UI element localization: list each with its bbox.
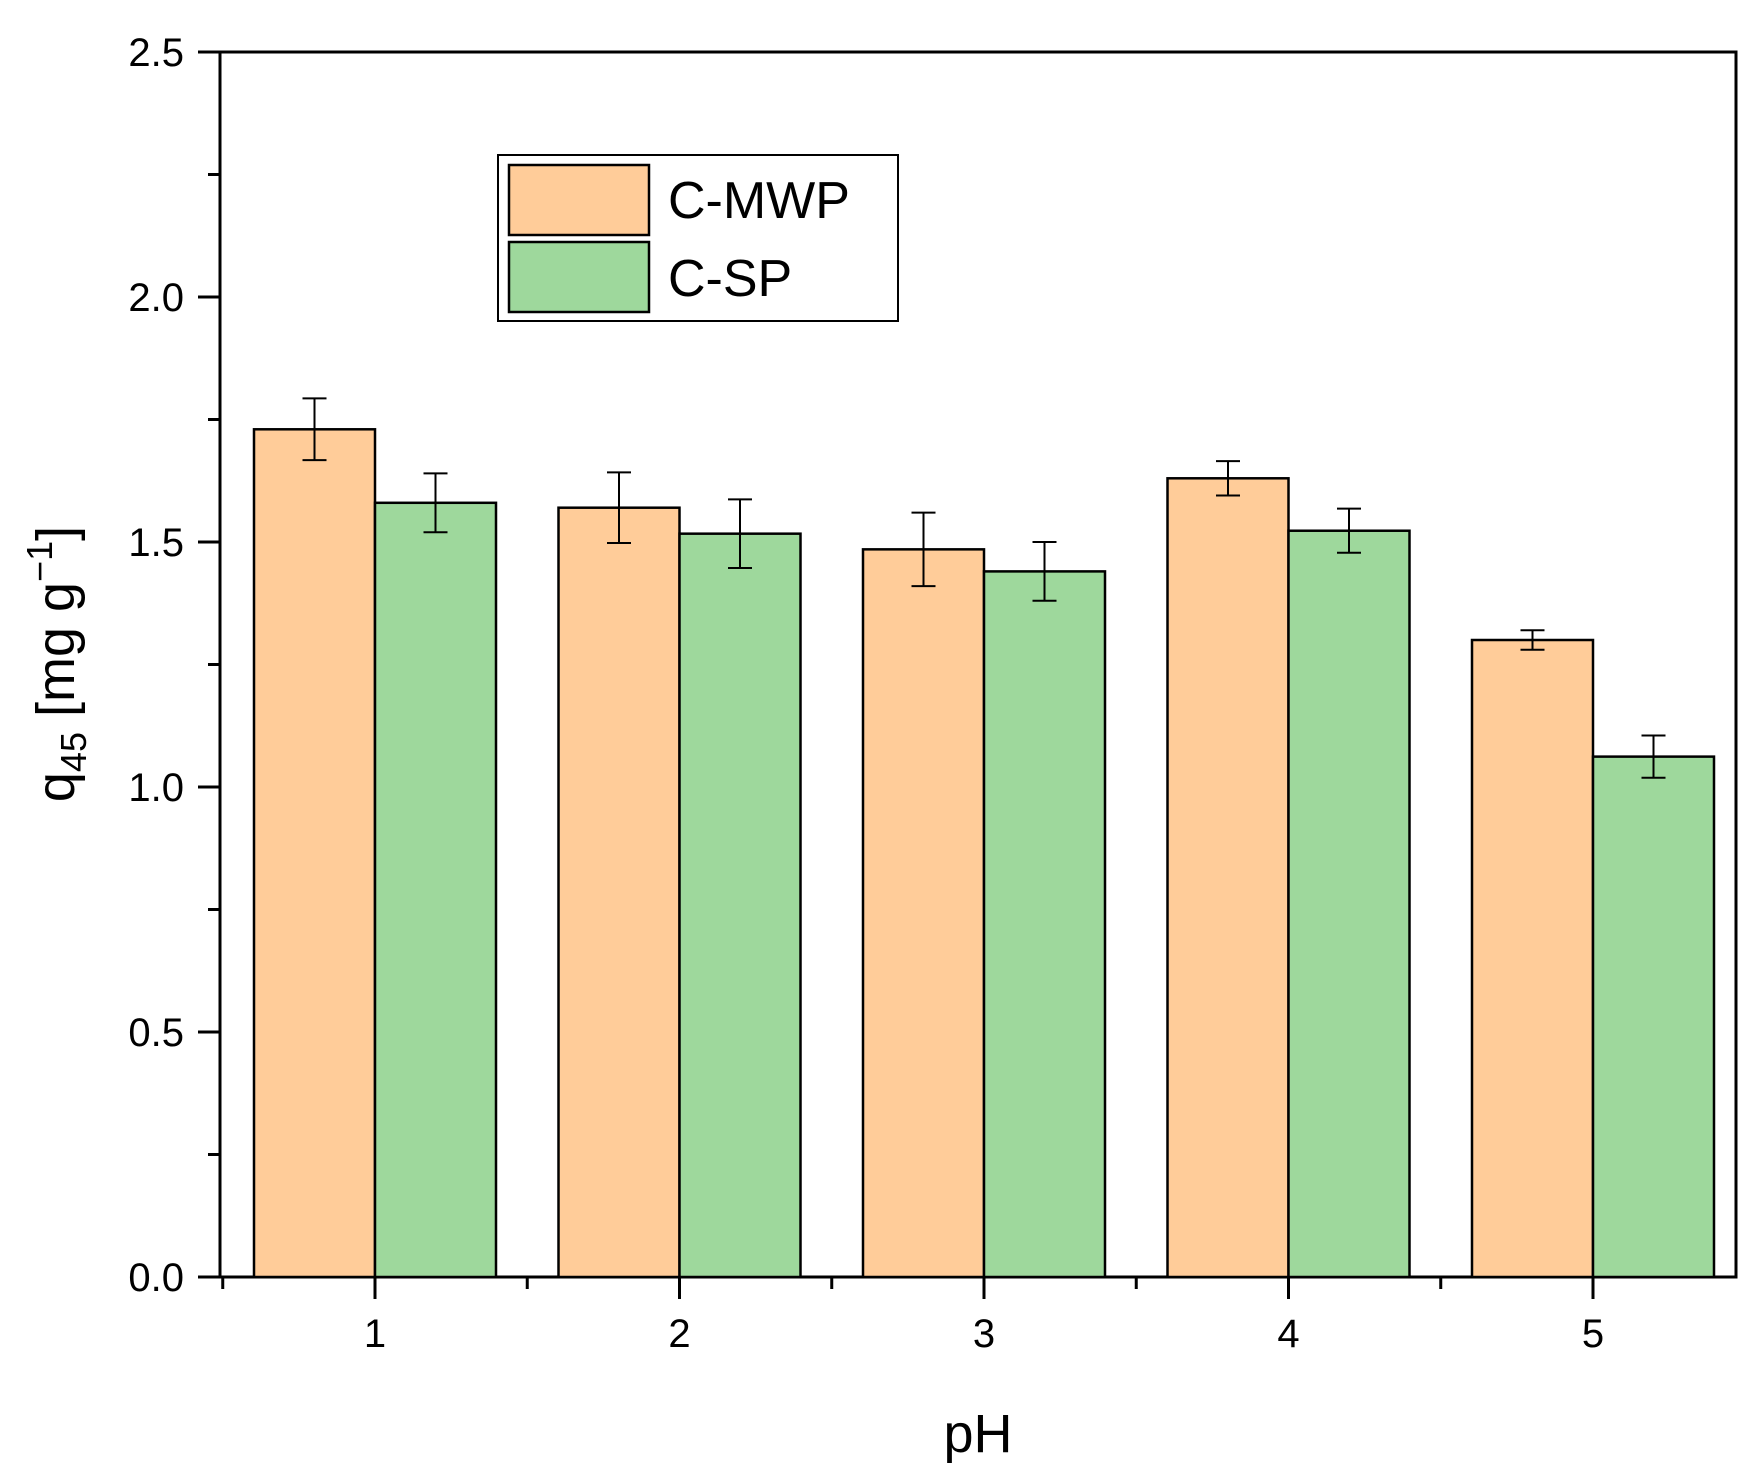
- bar-c-mwp-ph-2: [557, 506, 681, 1279]
- x-axis: 1 2 3 4 5: [221, 1277, 1604, 1356]
- bar-c-sp-ph-4: [1287, 529, 1411, 1279]
- legend-swatch-c-mwp: [507, 163, 651, 237]
- bar-c-mwp-ph-5: [1470, 638, 1595, 1279]
- y-tick-label: 2.0: [128, 276, 184, 320]
- y-axis-label-superscript: −1: [19, 541, 60, 582]
- bars-layer: [252, 428, 1716, 1279]
- legend: C-MWP C-SP: [497, 154, 899, 322]
- y-tick-label: 2.5: [128, 31, 184, 75]
- y-axis: 0.0 0.5 1.0 1.5 2.0 2.5: [128, 31, 220, 1300]
- y-axis-label-unit-open: [mg g: [26, 582, 86, 732]
- error-bars-layer: [302, 397, 1666, 779]
- x-axis-label: pH: [943, 1404, 1012, 1464]
- y-axis-label-main: q: [26, 772, 86, 802]
- y-axis-label: q45 [mg g−1]: [19, 526, 94, 802]
- bar-c-sp-ph-5: [1591, 755, 1716, 1279]
- error-bar-c-mwp-ph-4: [1216, 460, 1240, 497]
- x-tick-label: 1: [364, 1312, 386, 1356]
- legend-label-c-sp: C-SP: [668, 250, 792, 308]
- bar-c-sp-ph-3: [982, 570, 1107, 1279]
- error-bar-c-mwp-ph-3: [911, 511, 936, 588]
- y-axis-label-subscript: 45: [53, 732, 94, 772]
- x-tick-label: 3: [973, 1312, 995, 1356]
- error-bar-c-sp-ph-1: [423, 472, 448, 534]
- bar-c-sp-ph-1: [373, 501, 498, 1279]
- y-tick-label: 0.5: [128, 1011, 184, 1055]
- legend-swatch-c-sp: [507, 240, 651, 314]
- bar-c-mwp-ph-3: [861, 548, 986, 1279]
- error-bar-c-mwp-ph-5: [1520, 629, 1545, 651]
- y-tick-label: 1.0: [128, 766, 184, 810]
- error-bar-c-sp-ph-3: [1032, 541, 1057, 602]
- bar-c-sp-ph-2: [678, 532, 802, 1279]
- y-axis-label-unit-close: ]: [26, 526, 86, 541]
- error-bar-c-mwp-ph-2: [607, 471, 631, 544]
- error-bar-c-sp-ph-5: [1641, 734, 1666, 779]
- y-tick-label: 1.5: [128, 521, 184, 565]
- error-bar-c-sp-ph-2: [728, 498, 752, 569]
- error-bar-c-sp-ph-4: [1337, 507, 1361, 554]
- bar-c-mwp-ph-4: [1166, 477, 1290, 1279]
- y-tick-label: 0.0: [128, 1256, 184, 1300]
- x-tick-label: 2: [668, 1312, 690, 1356]
- legend-label-c-mwp: C-MWP: [668, 172, 850, 230]
- x-tick-label: 4: [1277, 1312, 1299, 1356]
- bar-c-mwp-ph-1: [252, 428, 377, 1279]
- error-bar-c-mwp-ph-1: [302, 397, 327, 462]
- x-tick-label: 5: [1582, 1312, 1604, 1356]
